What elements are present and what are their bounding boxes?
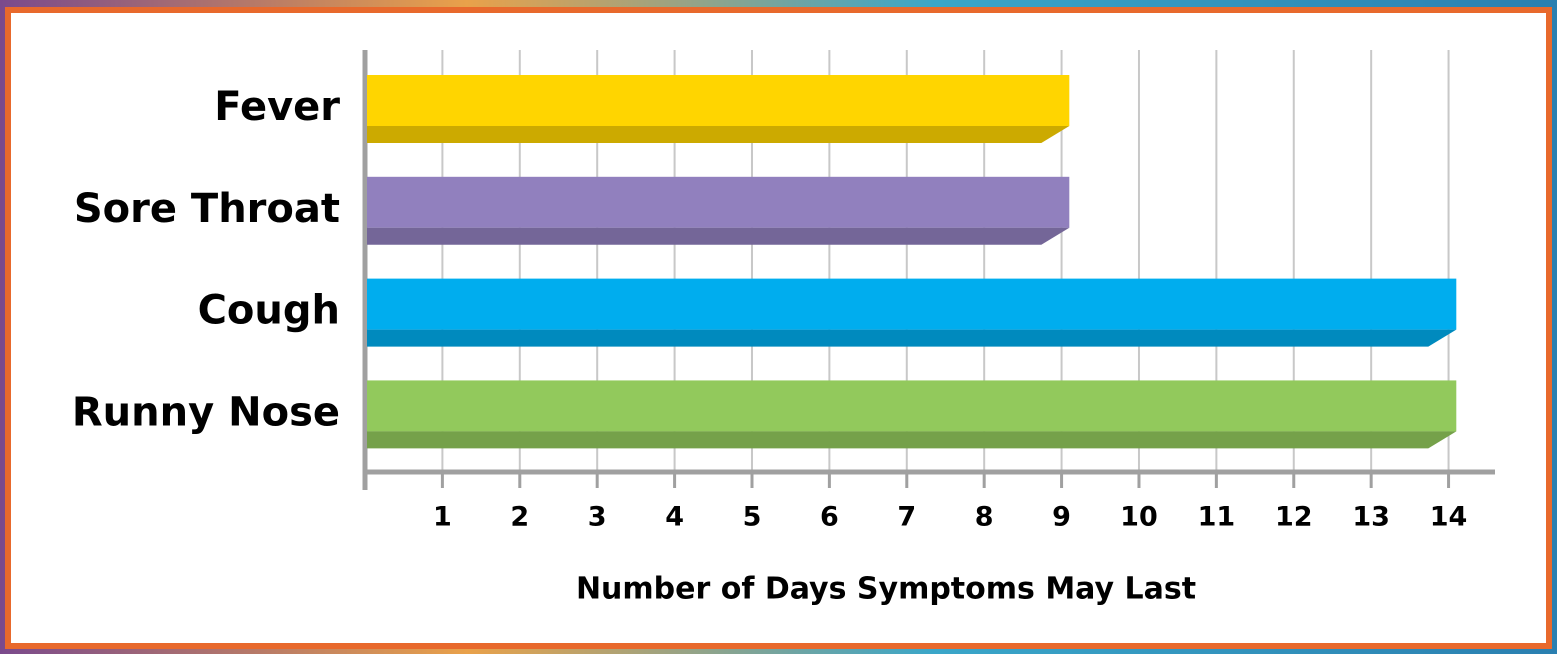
x-tick-label: 1 [433, 502, 452, 533]
x-tick-label: 8 [975, 502, 994, 533]
x-tick-label: 12 [1275, 502, 1313, 533]
x-tick-label: 11 [1198, 502, 1236, 533]
x-tick-label: 5 [743, 502, 762, 533]
x-tick-label: 9 [1052, 502, 1071, 533]
x-tick-label: 6 [820, 502, 839, 533]
x-tick-label: 4 [665, 502, 684, 533]
y-tick-label: Fever [214, 84, 340, 130]
bar [367, 279, 1456, 347]
x-tick-label: 14 [1430, 502, 1468, 533]
bar [367, 75, 1069, 143]
x-tick-label: 7 [897, 502, 916, 533]
page: {"chart_data": {"type": "bar", "orientat… [0, 0, 1557, 654]
bar [367, 380, 1456, 448]
y-tick-label: Runny Nose [72, 389, 340, 435]
x-axis-title: Number of Days Symptoms May Last [576, 572, 1196, 607]
x-tick-label: 2 [510, 502, 529, 533]
chart: Number of Days Symptoms May Last 1234567… [0, 0, 1557, 654]
x-tick-label: 13 [1352, 502, 1390, 533]
x-tick-label: 10 [1120, 502, 1158, 533]
x-tick-label: 3 [588, 502, 607, 533]
bar [367, 177, 1069, 245]
y-tick-label: Sore Throat [74, 186, 340, 232]
y-tick-label: Cough [198, 288, 340, 334]
